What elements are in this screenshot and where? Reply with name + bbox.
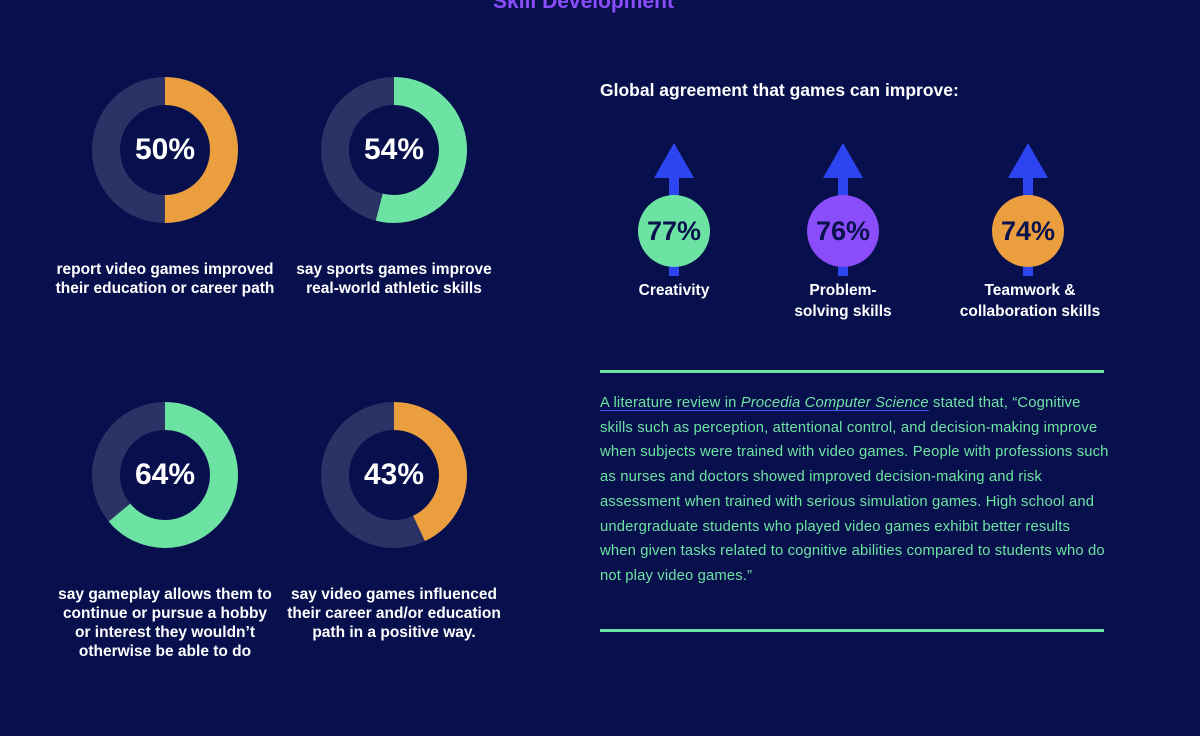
donut-chart-sports: 54% (319, 75, 469, 225)
donut-ring (92, 77, 238, 223)
donut-caption: report video games improved their educat… (55, 261, 275, 297)
skill-label: Creativity (638, 282, 710, 299)
journal-name: Procedia Computer Science (740, 395, 929, 411)
donut-arc-career (321, 402, 467, 548)
donut-ring (321, 77, 467, 223)
donut-ring (321, 402, 467, 548)
donut-ring (92, 402, 238, 548)
skill-value: 76% (815, 215, 871, 246)
page-title: Skill Development (493, 0, 674, 13)
donut-value: 50% (134, 133, 196, 166)
donut-caption: say video games influenced their career … (287, 586, 501, 641)
donut-value: 54% (363, 133, 425, 166)
skill-circle (807, 195, 879, 267)
donut-chart-career: 43% (319, 400, 469, 550)
skill-label: Problem-solving skills (794, 282, 892, 320)
donut-caption: say sports games improve real-world athl… (296, 261, 492, 297)
agreement-title: Global agreement that games can improve: (600, 80, 959, 100)
donut-chart-hobby: 64% (90, 400, 240, 550)
up-arrow-icon (638, 143, 710, 276)
literature-quote: A literature review in Procedia Computer… (600, 391, 1110, 589)
skill-teamwork: 74% Teamwork & collaboration skills (928, 140, 1128, 340)
donut-caption: say gameplay allows them to continue or … (58, 586, 272, 660)
skill-value: 74% (1000, 215, 1056, 246)
donut-arc-education (92, 77, 238, 223)
up-arrow-icon (807, 143, 879, 276)
divider-bottom (600, 629, 1104, 632)
donut-value: 43% (363, 458, 425, 491)
up-arrow-icon (992, 143, 1064, 276)
skill-value: 77% (646, 215, 702, 246)
donut-arc-sports (321, 77, 467, 223)
skill-creativity: 77% Creativity (574, 140, 774, 340)
donut-value: 64% (134, 458, 196, 491)
citation-intro: A literature review in (600, 395, 737, 411)
skill-circle (638, 195, 710, 267)
quote-body: “Cognitive skills such as perception, at… (600, 395, 1109, 584)
skill-label: Teamwork & collaboration skills (959, 282, 1101, 320)
divider-top (600, 370, 1104, 373)
quote-lead: stated that, (933, 395, 1009, 411)
citation-link[interactable]: A literature review in Procedia Computer… (600, 395, 929, 411)
skill-problem-solving: 76% Problem-solving skills (743, 140, 943, 340)
donut-arc-hobby (92, 402, 238, 548)
skill-circle (992, 195, 1064, 267)
donut-chart-education: 50% (90, 75, 240, 225)
